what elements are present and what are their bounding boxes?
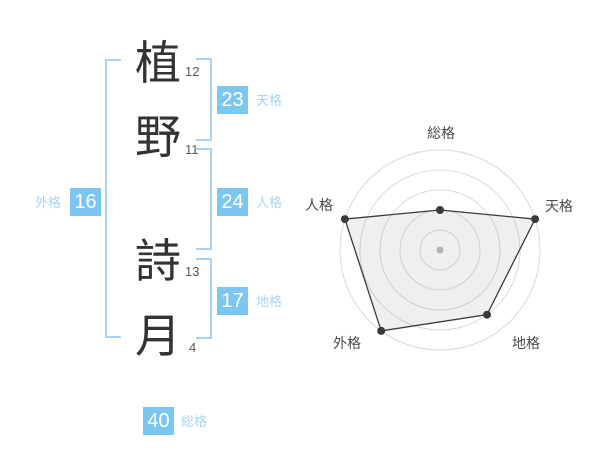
radar-axis-label-gaikaku: 外格 xyxy=(333,335,361,351)
radar-svg xyxy=(339,149,541,351)
name-char-4: 月 xyxy=(135,310,181,362)
radar-chart xyxy=(330,140,550,360)
radar-axis-label-chikaku: 地格 xyxy=(512,335,540,351)
name-char-2: 野 xyxy=(135,111,181,163)
gaikaku-bracket xyxy=(105,59,121,338)
radar-axis-label-soukaku: 総格 xyxy=(427,125,455,141)
chikaku-bracket xyxy=(196,258,212,339)
chikaku-value-badge: 17 xyxy=(217,287,248,315)
name-char-3: 詩 xyxy=(135,235,181,287)
jinkaku-value-badge: 24 xyxy=(217,188,248,216)
gaikaku-label: 外格 xyxy=(35,195,62,210)
stroke-count-4: 4 xyxy=(189,340,197,355)
tenkaku-label: 天格 xyxy=(256,93,283,108)
soukaku-value-badge: 40 xyxy=(143,407,174,435)
tenkaku-bracket xyxy=(196,58,212,141)
radar-axis-label-jinkaku: 人格 xyxy=(305,197,333,213)
tenkaku-value-badge: 23 xyxy=(217,86,248,114)
stroke-count-2: 11 xyxy=(185,142,199,157)
stroke-count-3: 13 xyxy=(185,264,200,279)
stroke-count-1: 12 xyxy=(185,64,200,79)
gaikaku-value-badge: 16 xyxy=(70,188,101,216)
jinkaku-label: 人格 xyxy=(256,195,283,210)
soukaku-label: 総格 xyxy=(181,414,208,429)
radar-axis-label-tenkaku: 天格 xyxy=(545,198,573,214)
name-char-1: 植 xyxy=(135,37,181,89)
chikaku-label: 地格 xyxy=(256,294,283,309)
jinkaku-bracket xyxy=(196,148,212,250)
